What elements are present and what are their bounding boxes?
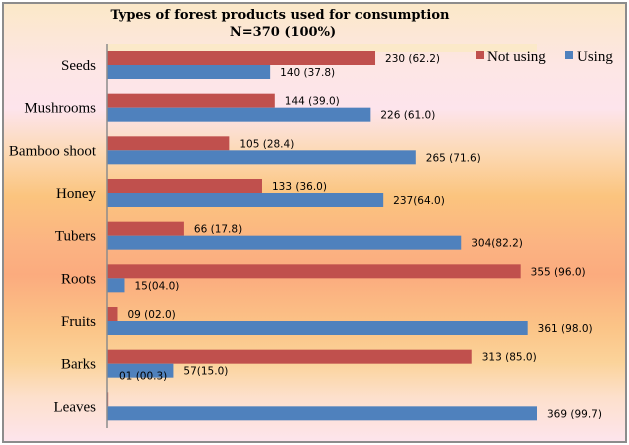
value-label-bamboo-shoot-using: 265 (71.6) — [426, 152, 481, 164]
value-label-tubers-using: 304(82.2) — [471, 238, 523, 250]
category-label-leaves: Leaves — [54, 399, 97, 415]
legend: Not using Using — [476, 49, 613, 65]
value-label-tubers-not-using: 66 (17.8) — [194, 224, 242, 236]
plot-top-band — [107, 44, 537, 52]
bar-bamboo-shoot-not-using — [107, 136, 230, 151]
legend-swatch-using — [565, 51, 573, 59]
bar-tubers-using — [107, 235, 462, 250]
category-label-roots: Roots — [61, 271, 96, 287]
value-label-honey-not-using: 133 (36.0) — [272, 181, 327, 193]
value-label-fruits-using: 361 (98.0) — [538, 323, 593, 335]
value-label-roots-using: 15(04.0) — [134, 280, 179, 292]
legend-label-not-using: Not using — [487, 49, 546, 65]
plot-area — [107, 44, 537, 52]
bars-group — [107, 51, 537, 421]
bar-honey-not-using — [107, 179, 262, 193]
bar-roots-not-using — [107, 264, 521, 279]
bar-seeds-not-using — [107, 51, 376, 65]
category-label-honey: Honey — [56, 186, 96, 202]
bar-fruits-not-using — [107, 307, 118, 321]
value-label-honey-using: 237(64.0) — [393, 195, 445, 207]
value-label-bamboo-shoot-not-using: 105 (28.4) — [239, 138, 294, 150]
chart-subtitle: N=370 (100%) — [230, 25, 336, 40]
category-label-fruits: Fruits — [61, 314, 96, 330]
value-label-seeds-not-using: 230 (62.2) — [385, 53, 440, 65]
value-label-leaves-not-using: 01 (00.3) — [119, 370, 167, 382]
category-label-seeds: Seeds — [61, 58, 96, 74]
bar-leaves-using — [107, 406, 537, 421]
value-label-barks-not-using: 313 (85.0) — [482, 352, 537, 364]
category-label-tubers: Tubers — [55, 229, 96, 245]
value-label-mushrooms-not-using: 144 (39.0) — [285, 96, 340, 108]
value-label-leaves-using: 369 (99.7) — [547, 408, 602, 420]
category-labels-group: Seeds Mushrooms Bamboo shoot Honey Tubers Roo… — [9, 58, 97, 415]
bar-barks-using — [107, 363, 174, 378]
value-label-mushrooms-using: 226 (61.0) — [380, 110, 435, 122]
category-label-barks: Barks — [61, 357, 96, 373]
bar-tubers-not-using — [107, 221, 184, 236]
bar-barks-not-using — [107, 349, 472, 364]
legend-swatch-not-using — [476, 51, 484, 59]
bar-mushrooms-not-using — [107, 93, 275, 108]
bar-fruits-using — [107, 321, 528, 335]
bar-seeds-using — [107, 65, 271, 79]
value-label-fruits-not-using: 09 (02.0) — [127, 309, 175, 321]
value-label-roots-not-using: 355 (96.0) — [531, 266, 586, 278]
value-labels-group: 230 (62.2) 140 (37.8) 144 (39.0) 226 (61.0)… — [119, 53, 602, 420]
bar-honey-using — [107, 193, 384, 207]
category-label-bamboo-shoot: Bamboo shoot — [9, 143, 97, 159]
bar-mushrooms-using — [107, 107, 371, 122]
category-label-mushrooms: Mushrooms — [24, 101, 96, 117]
value-label-barks-using: 57(15.0) — [183, 366, 228, 378]
legend-label-using: Using — [577, 49, 613, 65]
chart-title: Types of forest products used for consum… — [111, 8, 451, 23]
bar-roots-using — [107, 278, 125, 293]
value-label-seeds-using: 140 (37.8) — [280, 67, 335, 79]
bar-bamboo-shoot-using — [107, 150, 416, 165]
